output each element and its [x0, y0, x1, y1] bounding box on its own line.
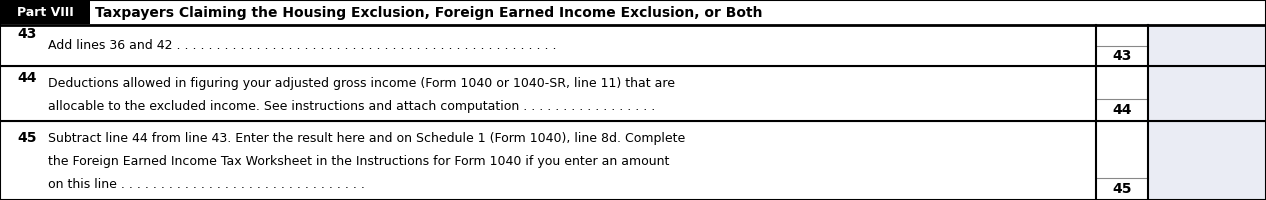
Bar	[1096, 178, 1148, 200]
Text: the Foreign Earned Income Tax Worksheet in the Instructions for Form 1040 if you: the Foreign Earned Income Tax Worksheet …	[48, 155, 670, 168]
Bar	[1096, 99, 1148, 121]
Bar	[1148, 121, 1265, 200]
Text: 44: 44	[1113, 103, 1132, 117]
Text: Taxpayers Claiming the Housing Exclusion, Foreign Earned Income Exclusion, or Bo: Taxpayers Claiming the Housing Exclusion…	[95, 5, 762, 20]
Bar	[1096, 46, 1148, 66]
Text: Deductions allowed in figuring your adjusted gross income (Form 1040 or 1040-SR,: Deductions allowed in figuring your adju…	[48, 77, 675, 90]
Bar	[1148, 25, 1265, 66]
Text: 45: 45	[18, 131, 37, 145]
Text: Subtract line 44 from line 43. Enter the result here and on Schedule 1 (Form 104: Subtract line 44 from line 43. Enter the…	[48, 132, 685, 145]
Text: 44: 44	[18, 71, 37, 85]
Bar	[1, 1, 90, 24]
Text: Add lines 36 and 42 . . . . . . . . . . . . . . . . . . . . . . . . . . . . . . : Add lines 36 and 42 . . . . . . . . . . …	[48, 39, 557, 52]
Text: 43: 43	[18, 27, 37, 41]
Text: Part VIII: Part VIII	[18, 6, 73, 19]
Text: allocable to the excluded income. See instructions and attach computation . . . : allocable to the excluded income. See in…	[48, 100, 656, 113]
Text: 45: 45	[1113, 182, 1132, 196]
Text: on this line . . . . . . . . . . . . . . . . . . . . . . . . . . . . . . .: on this line . . . . . . . . . . . . . .…	[48, 178, 365, 191]
Text: 43: 43	[1113, 49, 1132, 63]
Bar	[0, 0, 1266, 25]
Bar	[1148, 66, 1265, 121]
